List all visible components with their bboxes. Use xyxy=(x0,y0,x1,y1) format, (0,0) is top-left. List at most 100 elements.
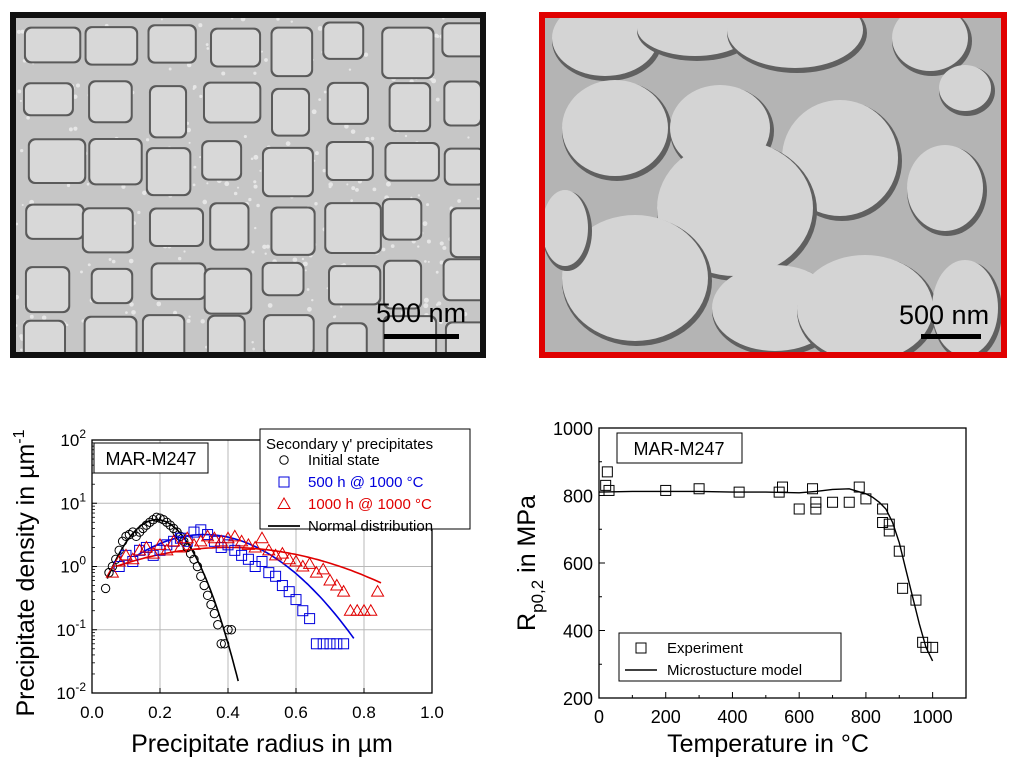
fine-precipitate xyxy=(285,141,291,146)
data-point xyxy=(100,583,111,594)
data-point xyxy=(793,503,805,515)
y-tick-label: 10-2 xyxy=(56,680,86,703)
fine-precipitate xyxy=(121,184,126,189)
data-point xyxy=(202,590,213,601)
fine-precipitate xyxy=(192,85,197,89)
data-point xyxy=(331,638,343,650)
cuboidal-precipitate xyxy=(444,260,480,300)
cuboidal-precipitate xyxy=(273,89,309,135)
x-tick-label: 0 xyxy=(594,707,604,727)
y-tick-label: 800 xyxy=(563,487,593,507)
legend-title: Secondary γ' precipitates xyxy=(266,436,433,453)
fine-precipitate xyxy=(340,305,343,308)
y-axis-label-symbol: R xyxy=(513,613,541,631)
data-points xyxy=(100,512,385,650)
coarsened-precipitate xyxy=(545,190,588,266)
data-point xyxy=(119,548,133,561)
data-point xyxy=(350,603,365,616)
legend-label: Microstucture model xyxy=(667,662,802,679)
fine-precipitate xyxy=(351,186,356,191)
cuboidal-precipitate xyxy=(212,29,260,66)
data-point xyxy=(897,582,909,594)
fine-precipitate xyxy=(457,199,462,203)
cuboidal-precipitate xyxy=(263,148,312,196)
cuboidal-precipitate xyxy=(263,263,303,295)
cuboidal-precipitate xyxy=(86,28,137,64)
fine-precipitate xyxy=(16,294,20,300)
data-point xyxy=(343,603,358,616)
cuboidal-precipitate xyxy=(27,205,83,238)
cuboidal-precipitate xyxy=(272,28,312,76)
y-axis-label-text: Precipitate density in µm xyxy=(12,444,40,717)
data-point xyxy=(853,481,865,493)
data-point xyxy=(256,555,268,567)
data-point xyxy=(370,584,385,597)
fine-precipitate xyxy=(259,169,262,172)
micrograph-image xyxy=(545,18,1001,352)
x-axis-label: Precipitate radius in µm xyxy=(131,730,393,758)
fine-precipitate xyxy=(186,62,192,68)
coarsened-precipitate xyxy=(562,80,668,176)
legend-label: 1000 h @ 1000 °C xyxy=(308,496,432,513)
x-tick-label: 200 xyxy=(651,707,681,727)
fine-precipitate xyxy=(131,310,136,315)
data-point xyxy=(188,526,200,538)
x-tick-label: 0.4 xyxy=(216,703,240,722)
fine-precipitate xyxy=(199,155,202,159)
material-annotation: MAR-M247 xyxy=(633,439,724,459)
cuboidal-precipitate xyxy=(384,261,421,308)
fine-precipitate xyxy=(26,115,30,120)
data-point xyxy=(200,529,215,542)
fine-precipitate xyxy=(311,298,314,302)
data-point xyxy=(261,543,276,556)
fine-precipitate xyxy=(417,194,421,197)
y-tick-label: 101 xyxy=(60,490,86,513)
data-point xyxy=(192,561,203,572)
fine-precipitate xyxy=(206,47,210,50)
data-point xyxy=(187,537,201,550)
fine-precipitate xyxy=(350,129,356,134)
data-point xyxy=(283,586,295,598)
fine-precipitate xyxy=(29,199,35,205)
cuboidal-precipitate xyxy=(29,140,85,183)
cuboidal-precipitate xyxy=(150,209,203,246)
fine-precipitate xyxy=(439,260,444,265)
data-point xyxy=(216,639,226,649)
fine-precipitate xyxy=(192,183,196,187)
micrograph-image xyxy=(16,18,480,352)
legend-box xyxy=(618,632,842,682)
fine-precipitate xyxy=(221,71,226,76)
cuboidal-precipitate xyxy=(329,267,380,304)
fine-precipitate xyxy=(16,29,21,34)
legend-marker xyxy=(278,476,290,488)
fine-precipitate xyxy=(16,222,19,226)
data-point xyxy=(153,537,167,550)
cuboidal-precipitate xyxy=(445,149,480,184)
y-tick-label: 600 xyxy=(563,554,593,574)
cuboidal-precipitate xyxy=(26,268,69,312)
fine-precipitate xyxy=(199,94,203,99)
fine-precipitate xyxy=(253,71,257,75)
cuboidal-precipitate xyxy=(90,140,141,184)
data-point xyxy=(173,540,188,553)
cuboidal-precipitate xyxy=(328,83,367,123)
fine-precipitate xyxy=(188,141,191,144)
cuboidal-precipitate xyxy=(328,324,366,352)
legend-box xyxy=(259,428,471,530)
y-axis-label: Precipitate density in µm-1 xyxy=(11,429,40,716)
fine-precipitate xyxy=(346,183,349,186)
data-point xyxy=(290,594,302,606)
fine-precipitate xyxy=(290,20,293,23)
fine-precipitate xyxy=(262,244,267,250)
data-point xyxy=(295,559,310,572)
data-point xyxy=(180,531,195,544)
y-tick-label: 10-1 xyxy=(56,617,86,640)
fine-precipitate xyxy=(437,301,442,306)
data-point xyxy=(113,561,125,572)
legend-marker xyxy=(277,496,291,509)
fine-precipitate xyxy=(322,168,327,173)
fine-precipitate xyxy=(264,252,267,255)
axis-ticks: 0.0 0.2 0.4 0.6 0.8 1.0 102 101 100 10-1 10-2 xyxy=(56,427,443,722)
fine-precipitate xyxy=(19,99,22,103)
